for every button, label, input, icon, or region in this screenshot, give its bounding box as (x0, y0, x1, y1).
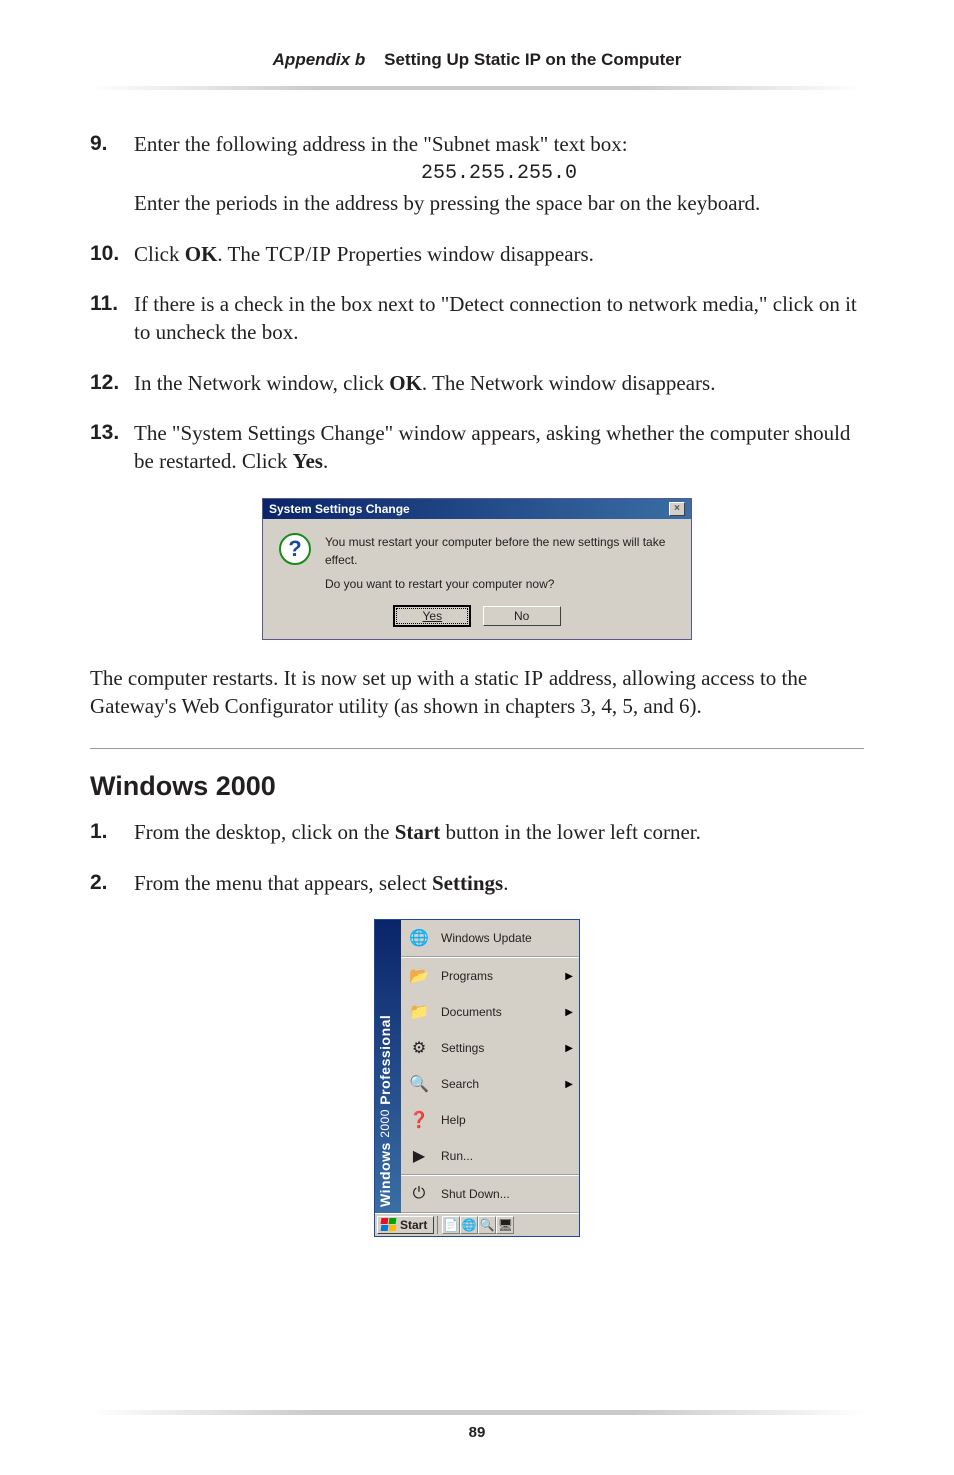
menu-item[interactable]: 📂 Programs ▶ (401, 958, 579, 994)
menu-item[interactable]: ❓ Help (401, 1102, 579, 1138)
quick-launch: 📄🌐🔍🖥 (442, 1216, 514, 1234)
section-title: Windows 2000 (90, 771, 864, 802)
page-header: Appendix b Setting Up Static IP on the C… (90, 50, 864, 86)
step-body: Enter the following address in the "Subn… (134, 130, 864, 218)
taskbar: Start 📄🌐🔍🖥 (375, 1213, 579, 1236)
menu-item-icon: ⏻ (407, 1182, 431, 1206)
step-item: 12.In the Network window, click OK. The … (90, 369, 864, 397)
step-body: The "System Settings Change" window appe… (134, 419, 864, 476)
menu-item-icon: ❓ (407, 1108, 431, 1132)
dialog-line1: You must restart your computer before th… (325, 533, 675, 569)
step-number: 10. (90, 240, 134, 268)
menu-item-label: Documents (441, 1005, 502, 1019)
step-body: Click OK. The TCP/IP Properties window d… (134, 240, 864, 268)
submenu-arrow-icon: ▶ (565, 971, 573, 982)
step-number: 9. (90, 130, 134, 218)
menu-item-label: Windows Update (441, 931, 532, 945)
menu-item[interactable]: 🔍 Search ▶ (401, 1066, 579, 1102)
step-number: 12. (90, 369, 134, 397)
menu-item[interactable]: ⚙ Settings ▶ (401, 1030, 579, 1066)
tray-icon[interactable]: 🖥 (496, 1216, 514, 1234)
menu-item-label: Programs (441, 969, 493, 983)
dialog-title: System Settings Change (269, 502, 410, 516)
steps-list-b: 1.From the desktop, click on the Start b… (90, 818, 864, 897)
start-button[interactable]: Start (377, 1216, 434, 1234)
menu-item-icon: 🔍 (407, 1072, 431, 1096)
section-divider (90, 748, 864, 749)
close-icon[interactable]: × (669, 502, 685, 516)
menu-item-label: Search (441, 1077, 479, 1091)
step-item: 10.Click OK. The TCP/IP Properties windo… (90, 240, 864, 268)
menu-item-icon: 📁 (407, 1000, 431, 1024)
step-body: From the menu that appears, select Setti… (134, 869, 864, 897)
no-button[interactable]: No (483, 606, 561, 626)
tray-icon[interactable]: 📄 (442, 1216, 460, 1234)
menu-item-label: Settings (441, 1041, 484, 1055)
submenu-arrow-icon: ▶ (565, 1043, 573, 1054)
submenu-arrow-icon: ▶ (565, 1079, 573, 1090)
menu-item[interactable]: ▶ Run... (401, 1138, 579, 1174)
menu-item-label: Run... (441, 1149, 473, 1163)
menu-item-icon: 📂 (407, 964, 431, 988)
steps-list-a: 9.Enter the following address in the "Su… (90, 130, 864, 476)
page-number: 89 (0, 1424, 954, 1441)
header-appendix: Appendix b (273, 50, 366, 69)
menu-item-icon: ⚙ (407, 1036, 431, 1060)
start-menu-sidebar: Windows 2000 Professional (375, 920, 401, 1213)
step-item: 2.From the menu that appears, select Set… (90, 869, 864, 897)
header-title: Setting Up Static IP on the Computer (384, 50, 681, 69)
menu-item[interactable]: ⏻ Shut Down... (401, 1176, 579, 1212)
system-settings-dialog: System Settings Change × ? You must rest… (262, 498, 692, 640)
step-item: 13.The "System Settings Change" window a… (90, 419, 864, 476)
step-item: 11.If there is a check in the box next t… (90, 290, 864, 347)
question-icon: ? (279, 533, 311, 565)
menu-item-icon: ▶ (407, 1144, 431, 1168)
menu-item-label: Help (441, 1113, 466, 1127)
restart-paragraph: The computer restarts. It is now set up … (90, 664, 864, 721)
dialog-text: You must restart your computer before th… (325, 533, 675, 593)
menu-item-icon: 🌐 (407, 926, 431, 950)
menu-item[interactable]: 🌐 Windows Update (401, 920, 579, 956)
tray-icon[interactable]: 🔍 (478, 1216, 496, 1234)
step-number: 11. (90, 290, 134, 347)
step-item: 9.Enter the following address in the "Su… (90, 130, 864, 218)
start-menu-items: 🌐 Windows Update 📂 Programs ▶ 📁 Documents ▶ ⚙ Set… (401, 920, 579, 1213)
tray-icon[interactable]: 🌐 (460, 1216, 478, 1234)
dialog-titlebar: System Settings Change × (263, 499, 691, 519)
header-divider (90, 86, 864, 90)
start-menu: Windows 2000 Professional 🌐 Windows Updat… (374, 919, 580, 1237)
step-body: In the Network window, click OK. The Net… (134, 369, 864, 397)
start-label: Start (400, 1218, 427, 1232)
step-item: 1.From the desktop, click on the Start b… (90, 818, 864, 846)
step-number: 2. (90, 869, 134, 897)
windows-logo-icon (381, 1218, 397, 1232)
step-body: From the desktop, click on the Start but… (134, 818, 864, 846)
footer-divider (90, 1410, 864, 1415)
menu-item[interactable]: 📁 Documents ▶ (401, 994, 579, 1030)
menu-item-label: Shut Down... (441, 1187, 510, 1201)
submenu-arrow-icon: ▶ (565, 1007, 573, 1018)
code-text: 255.255.255.0 (134, 160, 864, 187)
step-body: If there is a check in the box next to "… (134, 290, 864, 347)
dialog-line2: Do you want to restart your computer now… (325, 575, 675, 593)
step-number: 13. (90, 419, 134, 476)
yes-button[interactable]: Yes (393, 605, 471, 627)
step-number: 1. (90, 818, 134, 846)
